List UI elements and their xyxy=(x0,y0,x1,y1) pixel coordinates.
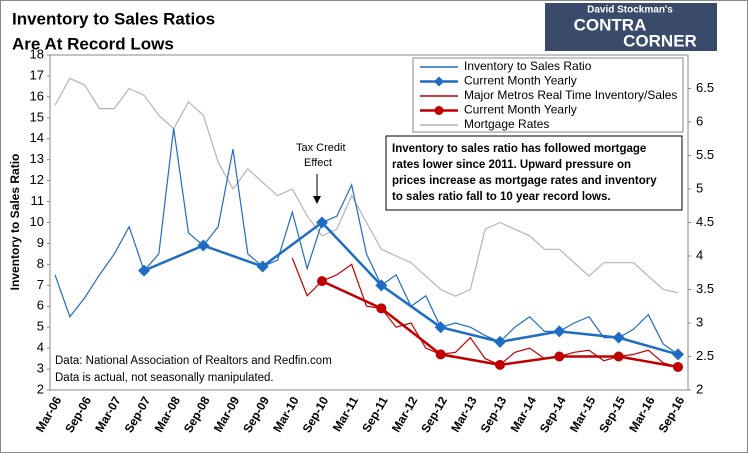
y-tick-label: 18 xyxy=(30,46,44,61)
legend-label: Current Month Yearly xyxy=(464,103,577,117)
legend-box xyxy=(412,57,684,133)
source-note: Data: National Association of Realtors a… xyxy=(55,355,332,367)
y2-tick-label: 4 xyxy=(696,247,703,262)
marker xyxy=(495,359,505,370)
logo-text: CONTRA xyxy=(574,15,647,34)
y-tick-label: 4 xyxy=(37,340,44,355)
marker xyxy=(673,361,683,372)
legend-label: Inventory to Sales Ratio xyxy=(464,59,592,73)
marker xyxy=(613,351,624,362)
marker xyxy=(554,351,565,362)
y-tick-label: 10 xyxy=(30,214,44,229)
y2-tick-label: 2.5 xyxy=(696,348,714,363)
legend-label: Major Metros Real Time Inventory/Sales xyxy=(464,88,677,102)
y2-tick-label: 5.5 xyxy=(696,147,714,162)
annotation: Tax Credit xyxy=(296,142,346,154)
marker xyxy=(494,335,506,348)
annotation: rates lower since 2011. Upward pressure … xyxy=(392,159,631,171)
y2-tick-label: 2 xyxy=(696,381,703,396)
logo-bg xyxy=(545,3,717,51)
y-tick-label: 9 xyxy=(37,235,44,250)
marker xyxy=(435,349,446,360)
legend-label: Mortgage Rates xyxy=(464,117,549,131)
logo-text: CORNER xyxy=(623,31,697,50)
legend-marker xyxy=(434,106,444,115)
y-tick-label: 16 xyxy=(30,88,44,103)
marker xyxy=(197,239,210,252)
y2-tick-label: 5 xyxy=(696,180,703,195)
y-tick-label: 12 xyxy=(30,172,44,187)
y-tick-label: 3 xyxy=(37,361,44,376)
annotation-arrow xyxy=(313,196,321,204)
y-tick-label: 7 xyxy=(37,277,44,292)
marker xyxy=(256,260,269,273)
annotation: Effect xyxy=(304,157,332,169)
marker xyxy=(317,276,327,287)
y-tick-label: 8 xyxy=(37,256,44,271)
y2-tick-label: 4.5 xyxy=(696,214,714,229)
y-tick-label: 11 xyxy=(31,193,45,208)
y2-tick-label: 3 xyxy=(696,314,703,329)
marker xyxy=(672,348,684,361)
marker xyxy=(553,325,566,338)
annotation: Inventory to sales ratio has followed mo… xyxy=(392,143,646,155)
y-tick-label: 6 xyxy=(37,298,44,313)
marker xyxy=(376,303,387,314)
marker xyxy=(612,331,625,344)
annotation: to sales ratio fall to 10 year record lo… xyxy=(392,191,611,203)
annotation: prices increase as mortgage rates and in… xyxy=(392,175,657,187)
chart-title: Inventory to Sales Ratios xyxy=(12,9,215,28)
source-note: Data is actual, not seasonally manipulat… xyxy=(55,372,274,384)
series-line xyxy=(54,77,679,297)
legend-marker xyxy=(434,76,444,87)
y-tick-label: 5 xyxy=(37,319,44,334)
logo: David Stockman's CONTRA CORNER xyxy=(545,3,717,51)
y-tick-label: 17 xyxy=(30,67,44,82)
annotation-box xyxy=(385,135,683,211)
y2-tick-label: 6 xyxy=(696,113,703,128)
series-line xyxy=(291,257,679,368)
y-tick-label: 2 xyxy=(37,381,44,396)
chart-title: Are At Record Lows xyxy=(12,34,174,53)
y2-tick-label: 6.5 xyxy=(696,80,714,95)
series-line xyxy=(143,220,679,356)
marker xyxy=(434,321,447,334)
y-tick-label: 15 xyxy=(30,109,44,124)
logo-text: David Stockman's xyxy=(587,5,673,16)
y2-tick-label: 3.5 xyxy=(696,281,714,296)
marker xyxy=(375,279,388,292)
y-tick-label: 14 xyxy=(30,130,44,145)
marker xyxy=(316,216,328,229)
marker xyxy=(138,264,150,277)
y-axis-label: Inventory to Sales Ratio xyxy=(8,154,22,291)
series-line xyxy=(54,128,679,355)
legend-label: Current Month Yearly xyxy=(464,74,577,88)
y-tick-label: 13 xyxy=(30,151,44,166)
